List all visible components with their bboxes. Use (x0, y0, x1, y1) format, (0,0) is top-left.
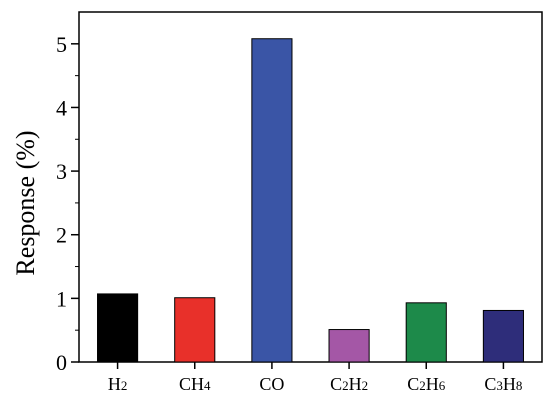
bar (97, 293, 139, 363)
bar (328, 329, 370, 363)
x-tick-label: C2H6 (407, 374, 446, 394)
y-tick-label: 2 (56, 223, 67, 248)
y-axis-title: Response (%) (11, 130, 40, 275)
plot-area: 0 1 2 3 4 5 H2 CH4 CO C2H2 C2H6 C3H8 (56, 11, 543, 394)
x-tick-label: C3H8 (484, 374, 522, 394)
bar (174, 297, 216, 363)
x-tick-label: H2 (108, 374, 128, 394)
x-tick-label: CH4 (179, 374, 211, 394)
y-tick-label: 1 (56, 286, 67, 311)
y-tick-label: 4 (56, 95, 67, 120)
bar (482, 309, 524, 363)
bar (251, 38, 293, 363)
y-tick-label: 3 (56, 159, 67, 184)
y-tick-label: 0 (56, 350, 67, 375)
plot-frame (78, 11, 543, 363)
y-tick-label: 5 (56, 32, 67, 57)
x-tick-label: CO (259, 374, 284, 394)
bar (405, 302, 447, 363)
x-tick-label: C2H2 (330, 374, 368, 394)
